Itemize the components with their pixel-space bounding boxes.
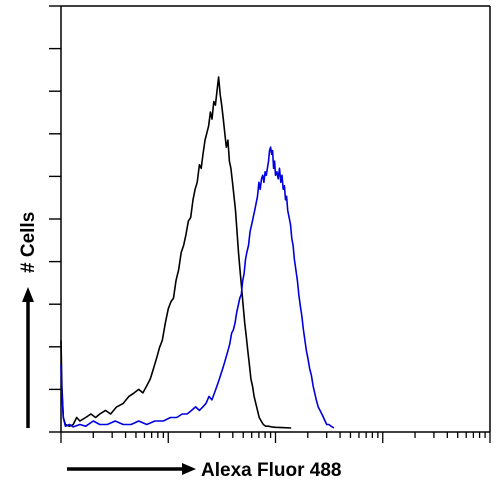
histogram-series-1-line [60, 76, 292, 429]
series-layer [60, 76, 335, 429]
x-axis-arrow-head [182, 463, 196, 475]
y-axis-label: # Cells [18, 212, 39, 273]
x-axis-label: Alexa Fluor 488 [201, 460, 341, 481]
plot-frame [60, 5, 491, 433]
histogram-series-2-line [60, 146, 335, 429]
x-axis-label-group: Alexa Fluor 488 [67, 460, 341, 481]
x-axis-ticks [60, 432, 491, 443]
y-axis-ticks [49, 5, 61, 433]
y-axis-label-group: # Cells [18, 212, 39, 428]
y-axis-arrow-head [22, 287, 34, 302]
